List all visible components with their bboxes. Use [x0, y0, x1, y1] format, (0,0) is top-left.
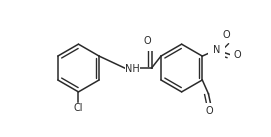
Text: NH: NH — [125, 64, 140, 74]
Text: O: O — [205, 106, 213, 116]
Text: O: O — [233, 50, 241, 60]
Text: O: O — [143, 36, 151, 46]
Text: O: O — [222, 30, 230, 40]
Text: N: N — [213, 45, 221, 55]
Text: Cl: Cl — [74, 103, 83, 113]
